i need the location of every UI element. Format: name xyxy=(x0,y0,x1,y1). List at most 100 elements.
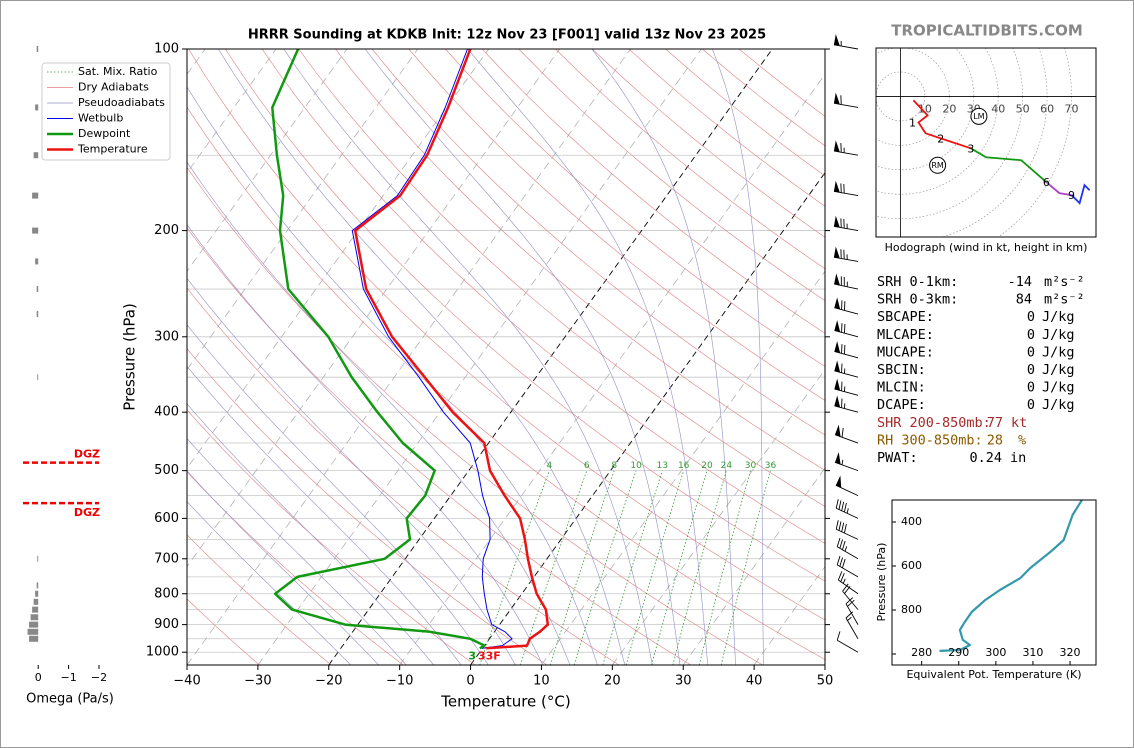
index-unit: % xyxy=(1018,432,1026,448)
wind-barb xyxy=(845,597,859,625)
wind-barb xyxy=(836,537,859,560)
surface-label: 3 xyxy=(468,649,476,662)
y-tick-label: 500 xyxy=(154,463,179,478)
mixing-ratio-line xyxy=(698,470,751,665)
index-value: 0 xyxy=(1027,380,1035,396)
thetae-y-label: Pressure (hPa) xyxy=(875,543,888,622)
omega-bar xyxy=(36,311,39,318)
wind-barb xyxy=(834,360,859,378)
dry-adiabat xyxy=(187,534,332,665)
dry-adiabat xyxy=(335,49,825,471)
pseudoadiabat xyxy=(591,49,736,665)
surface-label: 33F xyxy=(478,649,501,662)
height-label: 1 xyxy=(909,116,916,129)
thetae-x-tick-label: 290 xyxy=(948,646,969,659)
mixing-ratio-line xyxy=(573,470,637,665)
pseudoadiabat xyxy=(187,161,571,665)
skewt-profiles xyxy=(271,49,550,650)
wind-barb xyxy=(834,341,859,359)
isotherm xyxy=(187,49,560,568)
wind-barb xyxy=(833,34,859,50)
ring-label: 60 xyxy=(1040,102,1054,115)
isotherm xyxy=(187,49,490,469)
index-label: DCAPE: xyxy=(877,397,926,413)
mixing-ratio-label: 8 xyxy=(611,461,617,471)
legend-label: Temperature xyxy=(77,143,148,156)
index-label: PWAT: xyxy=(877,450,918,466)
ring-label: 20 xyxy=(942,102,956,115)
wind-barb xyxy=(834,395,859,413)
skewt-background xyxy=(187,49,825,665)
wind-barb xyxy=(845,611,859,640)
x-tick-label: 20 xyxy=(604,674,621,689)
wind-barb xyxy=(833,92,859,108)
y-tick-label: 300 xyxy=(154,329,179,344)
dry-adiabat xyxy=(188,49,825,621)
mixing-ratio-line xyxy=(549,470,615,665)
wind-barb xyxy=(834,452,859,472)
dry-adiabat xyxy=(187,409,476,665)
index-unit: m²s⁻² xyxy=(1044,292,1085,308)
pseudoadiabat xyxy=(218,49,626,665)
ring-label: 10 xyxy=(918,102,932,115)
profile-line xyxy=(353,49,550,650)
legend-label: Sat. Mix. Ratio xyxy=(78,65,158,78)
wind-barb xyxy=(837,571,859,595)
dry-adiabat xyxy=(298,49,825,507)
index-unit: in xyxy=(1010,450,1026,466)
x-tick-label: −20 xyxy=(315,674,342,689)
profile-line xyxy=(351,49,513,649)
y-tick-label: 700 xyxy=(154,551,179,566)
overlay: 4 6 8 10 13 16 20 24 30 363 33F1002003004005006007… xyxy=(23,34,1085,689)
index-label: SBCIN: xyxy=(877,362,926,378)
index-label: MUCAPE: xyxy=(877,344,934,360)
wind-barb xyxy=(833,273,859,290)
thetae-y-tick-label: 400 xyxy=(901,515,922,528)
height-label: 3 xyxy=(967,142,974,155)
isotherm xyxy=(328,49,773,665)
x-tick-label: 40 xyxy=(746,674,763,689)
wind-barb xyxy=(835,475,859,497)
storm-motion-label: LM xyxy=(973,112,984,121)
index-value: 77 xyxy=(987,415,1003,431)
index-unit: J/kg xyxy=(1042,327,1075,343)
thetae-x-label: Equivalent Pot. Temperature (K) xyxy=(906,668,1081,681)
thetae-y-tick-label: 600 xyxy=(901,559,922,572)
omega-bar xyxy=(35,590,39,597)
x-tick-label: −30 xyxy=(244,674,271,689)
height-label: 2 xyxy=(937,132,944,145)
y-tick-label: 100 xyxy=(154,42,179,57)
omega-bar xyxy=(33,152,39,159)
omega-bar xyxy=(27,628,39,635)
omega-bar xyxy=(37,555,39,562)
pseudoadiabat xyxy=(187,403,434,665)
wind-barb xyxy=(834,320,859,338)
hodograph-line xyxy=(1045,181,1072,196)
dry-adiabat xyxy=(187,348,548,665)
pseudoadiabat xyxy=(187,224,544,665)
mixing-ratio-line xyxy=(602,470,663,665)
index-value: 0 xyxy=(1027,309,1035,325)
index-value: 0 xyxy=(1027,362,1035,378)
index-label: MLCAPE: xyxy=(877,327,934,343)
index-value: 0 xyxy=(1027,344,1035,360)
index-unit: J/kg xyxy=(1042,362,1075,378)
omega-bar xyxy=(32,192,39,199)
mixing-ratio-label: 16 xyxy=(678,461,690,471)
mixing-ratio-line xyxy=(651,470,708,665)
x-tick-label: −10 xyxy=(386,674,413,689)
storm-motion-label: RM xyxy=(931,161,944,170)
omega-bar xyxy=(29,635,39,642)
index-unit: J/kg xyxy=(1042,380,1075,396)
skewt-frame xyxy=(186,48,826,666)
pseudoadiabat xyxy=(187,324,489,665)
thetae-y-tick-label: 800 xyxy=(901,603,922,616)
mixing-ratio-label: 24 xyxy=(721,461,733,471)
pseudoadiabat xyxy=(187,438,407,665)
mixing-ratio-line xyxy=(720,470,771,665)
dry-adiabat xyxy=(187,166,763,665)
omega-tick-label: −1 xyxy=(60,671,76,684)
dgz-label: DGZ xyxy=(74,506,100,519)
